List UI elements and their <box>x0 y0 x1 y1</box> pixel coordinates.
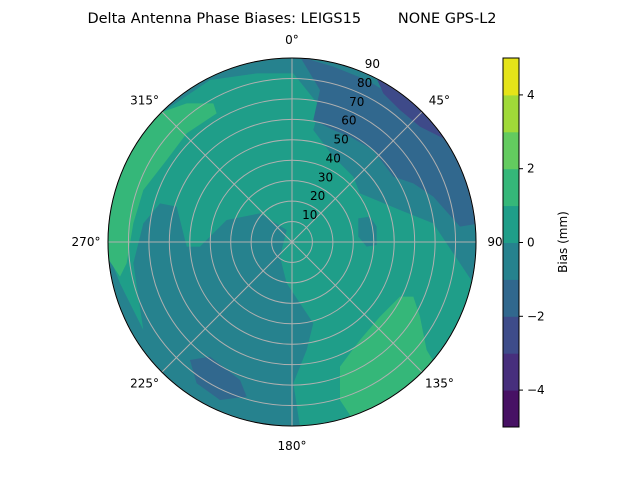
colorbar: −4 −2 0 2 4 <box>502 57 545 428</box>
radial-tick-label: 20 <box>310 189 325 203</box>
radial-tick-labels: 10 20 30 40 50 60 70 80 90 <box>302 57 380 222</box>
angle-tick-label: 315° <box>130 94 159 108</box>
grid-spoke <box>161 111 293 243</box>
grid-spoke <box>161 241 293 373</box>
radial-tick-label: 60 <box>341 114 356 128</box>
angle-tick-label: 180° <box>278 439 307 453</box>
radial-tick-label: 40 <box>326 151 341 165</box>
angle-tick-label: 135° <box>425 376 454 390</box>
colorbar-band <box>503 390 519 428</box>
colorbar-band <box>503 279 519 317</box>
radial-tick-label: 70 <box>349 95 364 109</box>
colorbar-band <box>503 58 519 96</box>
colorbar-band <box>503 205 519 243</box>
colorbar-band <box>503 168 519 207</box>
colorbar-label: Bias (mm) <box>556 211 570 273</box>
angle-tick-labels: 0°45°90°135°180°225°270°315° <box>72 33 509 453</box>
colorbar-band <box>503 353 519 391</box>
angle-tick-label: 45° <box>429 94 450 108</box>
radial-tick-label: 10 <box>302 208 317 222</box>
colorbar-tick-label: 2 <box>527 162 535 176</box>
contour-band-minus2-to-minus1 <box>189 356 247 400</box>
radial-tick-label: 30 <box>318 170 333 184</box>
contour-band-minus3-to-minus2 <box>376 78 447 140</box>
colorbar-band <box>503 94 519 133</box>
angle-tick-label: 0° <box>285 33 299 47</box>
angle-tick-label: 225° <box>130 376 159 390</box>
grid-spoke <box>291 241 423 373</box>
polar-grid <box>107 57 477 427</box>
contour-band-minus2-to-minus1 <box>299 58 476 227</box>
radial-tick-label: 80 <box>357 76 372 90</box>
colorbar-tick-label: 0 <box>527 236 535 250</box>
colorbar-tick-label: −2 <box>527 309 545 323</box>
colorbar-band <box>503 131 519 170</box>
grid-spoke <box>291 111 423 243</box>
colorbar-band <box>503 242 519 280</box>
radial-tick-label: 50 <box>333 133 348 147</box>
colorbar-band <box>503 316 519 354</box>
radial-tick-label: 90 <box>365 57 380 71</box>
colorbar-tick-label: 4 <box>527 88 535 102</box>
polar-frame <box>107 57 477 427</box>
angle-tick-label: 270° <box>72 235 101 249</box>
chart-title: Delta Antenna Phase Biases: LEIGS15 NONE… <box>87 11 496 27</box>
colorbar-tick-label: −4 <box>527 383 545 397</box>
